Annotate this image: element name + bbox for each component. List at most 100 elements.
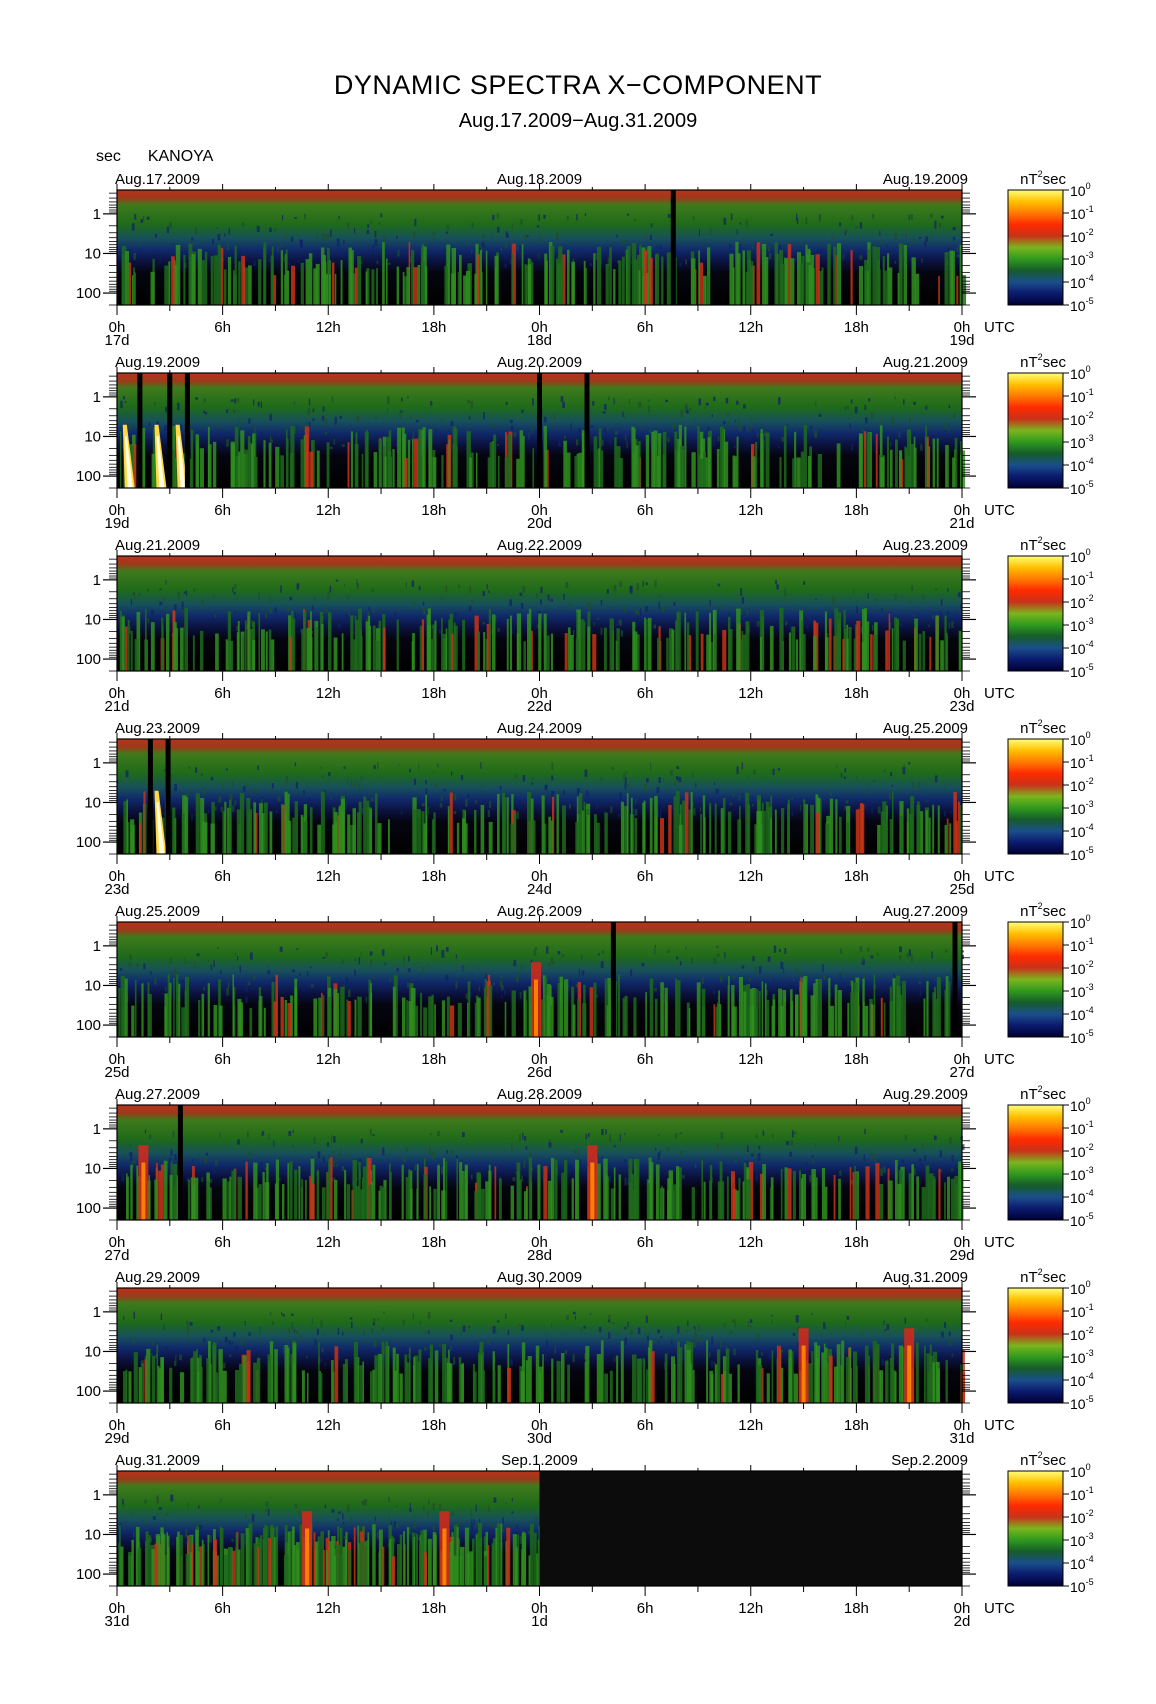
x-tick-label: 12h bbox=[316, 319, 341, 336]
x-tick-label: 18h bbox=[844, 319, 869, 336]
day-label: 17d bbox=[104, 332, 129, 349]
day-label: 27d bbox=[949, 1064, 974, 1081]
colorbar: 100 10-1 10-2 10-3 10-4 10-5 nT2sec bbox=[1007, 1267, 1094, 1412]
x-tick-label: 0h bbox=[531, 319, 548, 336]
strong-event-core bbox=[907, 1345, 912, 1403]
colorbar: 100 10-1 10-2 10-3 10-4 10-5 nT2sec bbox=[1007, 718, 1094, 863]
colorbar-gradient bbox=[1007, 555, 1064, 672]
x-tick-label: 6h bbox=[214, 502, 231, 519]
colorbar-tick-label: 10-1 bbox=[1070, 1485, 1094, 1503]
x-tick-label: 12h bbox=[738, 319, 763, 336]
colorbar-tick-label: 10-2 bbox=[1070, 227, 1094, 245]
x-tick-label: 6h bbox=[637, 868, 654, 885]
colorbar-tick-label: 10-4 bbox=[1070, 639, 1094, 657]
day-label: 21d bbox=[104, 698, 129, 715]
panel-end-date: Sep.2.2009 bbox=[891, 1452, 968, 1469]
x-tick-label: 12h bbox=[316, 868, 341, 885]
y-tick-label: 100 bbox=[76, 834, 101, 851]
colorbar-tick-label: 100 bbox=[1070, 1096, 1091, 1114]
colorbar-tick-label: 100 bbox=[1070, 730, 1091, 748]
x-tick-label: 6h bbox=[214, 868, 231, 885]
day-label: 18d bbox=[527, 332, 552, 349]
y-tick-label: 1 bbox=[93, 572, 101, 589]
colorbar-tick-label: 10-4 bbox=[1070, 1005, 1094, 1023]
x-tick-label: 6h bbox=[637, 685, 654, 702]
x-tick-label: 0h bbox=[109, 868, 126, 885]
x-tick-label: 6h bbox=[214, 1234, 231, 1251]
x-tick-label: 18h bbox=[421, 1051, 446, 1068]
y-tick-label: 100 bbox=[76, 651, 101, 668]
x-tick-label: 0h bbox=[954, 1051, 971, 1068]
x-tick-label: 6h bbox=[637, 502, 654, 519]
x-tick-label: 0h bbox=[954, 1600, 971, 1617]
colorbar-tick-label: 10-4 bbox=[1070, 1554, 1094, 1572]
panel-start-date: Aug.31.2009 bbox=[115, 1452, 200, 1469]
y-tick-label: 100 bbox=[76, 1383, 101, 1400]
spectrogram-panel: Aug.17.2009 Aug.18.2009 Aug.19.2009 1 10 100 0… bbox=[76, 169, 1094, 349]
panel-start-date: Aug.17.2009 bbox=[115, 171, 200, 188]
spectrogram-panel: Aug.27.2009 Aug.28.2009 Aug.29.2009 1 10 100 0… bbox=[76, 1084, 1094, 1264]
colorbar-tick-label: 10-5 bbox=[1070, 1394, 1094, 1412]
x-tick-label: 0h bbox=[954, 685, 971, 702]
colorbar-tick-label: 10-1 bbox=[1070, 936, 1094, 954]
y-tick-label: 10 bbox=[84, 1343, 101, 1360]
x-tick-label: 0h bbox=[954, 1417, 971, 1434]
x-tick-label: 18h bbox=[844, 868, 869, 885]
panel-end-date: Aug.19.2009 bbox=[883, 171, 968, 188]
x-tick-label: 0h bbox=[109, 1051, 126, 1068]
x-tick-label: 0h bbox=[531, 1051, 548, 1068]
x-tick-label: 18h bbox=[421, 1600, 446, 1617]
colorbar-gradient bbox=[1007, 1470, 1064, 1587]
day-label: 29d bbox=[949, 1247, 974, 1264]
page-subtitle: Aug.17.2009−Aug.31.2009 bbox=[458, 110, 698, 132]
colorbar-tick-label: 10-1 bbox=[1070, 204, 1094, 222]
colorbar: 100 10-1 10-2 10-3 10-4 10-5 nT2sec bbox=[1007, 1450, 1094, 1595]
colorbar-tick-label: 10-4 bbox=[1070, 456, 1094, 474]
spectrogram-panel: Aug.25.2009 Aug.26.2009 Aug.27.2009 1 10 100 0… bbox=[76, 901, 1094, 1081]
colorbar-unit: nT2sec bbox=[1020, 1084, 1066, 1103]
activity-streaks bbox=[121, 241, 967, 305]
colorbar-unit: nT2sec bbox=[1020, 169, 1066, 188]
x-tick-label: 0h bbox=[109, 1600, 126, 1617]
data-gap bbox=[584, 373, 590, 488]
y-tick-label: 10 bbox=[84, 794, 101, 811]
x-tick-label: 18h bbox=[421, 1417, 446, 1434]
x-tick-label: 6h bbox=[214, 1417, 231, 1434]
panel-end-date: Aug.31.2009 bbox=[883, 1269, 968, 1286]
utc-label: UTC bbox=[984, 685, 1015, 702]
y-axis: 1 10 100 bbox=[76, 741, 976, 855]
panel-end-date: Aug.23.2009 bbox=[883, 537, 968, 554]
data-gap bbox=[184, 373, 190, 488]
x-tick-label: 0h bbox=[954, 319, 971, 336]
colorbar-gradient bbox=[1007, 738, 1064, 855]
colorbar-tick-label: 10-4 bbox=[1070, 1188, 1094, 1206]
x-tick-label: 0h bbox=[531, 502, 548, 519]
day-label: 1d bbox=[531, 1613, 548, 1630]
colorbar-gradient bbox=[1007, 1104, 1064, 1221]
colorbar-tick-label: 10-3 bbox=[1070, 982, 1094, 1000]
data-gap bbox=[610, 922, 616, 1037]
panel-start-date: Aug.27.2009 bbox=[115, 1086, 200, 1103]
x-tick-label: 18h bbox=[844, 685, 869, 702]
data-gap bbox=[147, 739, 153, 854]
day-label: 2d bbox=[954, 1613, 971, 1630]
x-tick-label: 18h bbox=[421, 1234, 446, 1251]
y-tick-label: 1 bbox=[93, 938, 101, 955]
colorbar-gradient bbox=[1007, 189, 1064, 306]
colorbar-tick-label: 10-3 bbox=[1070, 1165, 1094, 1183]
panel-mid-date: Aug.22.2009 bbox=[497, 537, 582, 554]
no-data-region bbox=[539, 1471, 962, 1586]
day-label: 24d bbox=[527, 881, 552, 898]
y-tick-label: 10 bbox=[84, 1160, 101, 1177]
data-gap bbox=[165, 739, 171, 854]
colorbar-tick-label: 10-5 bbox=[1070, 845, 1094, 863]
y-tick-label: 1 bbox=[93, 1304, 101, 1321]
colorbar-unit: nT2sec bbox=[1020, 535, 1066, 554]
activity-streaks bbox=[118, 974, 958, 1037]
spectrogram-panel: Aug.23.2009 Aug.24.2009 Aug.25.2009 1 10 100 0… bbox=[76, 718, 1094, 898]
x-tick-label: 12h bbox=[738, 1051, 763, 1068]
